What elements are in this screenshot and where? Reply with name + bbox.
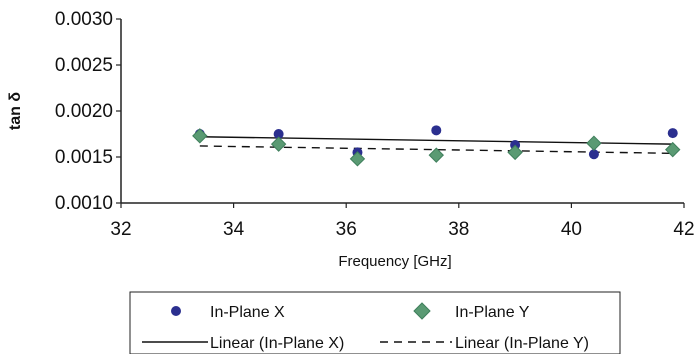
legend-marker-in-plane-y: [413, 302, 431, 320]
y-tick-label: 0.0025: [55, 55, 113, 76]
point-in-plane-x: [667, 128, 678, 139]
y-axis-title: tan δ: [7, 92, 24, 130]
y-tick-label: 0.0030: [55, 9, 113, 30]
point-in-plane-x: [588, 149, 599, 160]
legend-label-linear-x: Linear (In-Plane X): [210, 335, 344, 352]
legend-label-linear-y: Linear (In-Plane Y): [455, 335, 589, 352]
x-tick-label: 36: [336, 219, 357, 240]
point-in-plane-y: [349, 151, 366, 167]
point-in-plane-y: [192, 128, 208, 144]
point-in-plane-y: [507, 144, 523, 161]
point-in-plane-y: [428, 147, 444, 163]
point-in-plane-y: [270, 136, 287, 152]
x-tick-label: 38: [448, 219, 469, 240]
point-in-plane-x: [431, 125, 442, 136]
legend-label-in-plane-x: In-Plane X: [210, 304, 285, 321]
x-tick-label: 42: [673, 219, 694, 240]
point-in-plane-x: [273, 129, 284, 139]
y-tick-label: 0.0010: [55, 193, 113, 214]
x-tick-label: 32: [110, 219, 131, 240]
y-tick-label: 0.0020: [55, 101, 113, 122]
legend-marker-in-plane-x: [171, 306, 181, 316]
x-ticks: 32 34 36 38 40 42: [110, 203, 695, 240]
y-ticks: 0.0010 0.0015 0.0020 0.0025 0.0030: [55, 9, 121, 214]
legend: In-Plane X In-Plane Y Linear (In-Plane X…: [129, 291, 621, 354]
y-tick-label: 0.0015: [55, 147, 113, 168]
legend-label-in-plane-y: In-Plane Y: [455, 304, 530, 321]
series-markers: [192, 125, 681, 167]
point-in-plane-y: [665, 141, 681, 158]
point-in-plane-y: [586, 135, 602, 151]
x-tick-label: 34: [223, 219, 245, 240]
x-tick-label: 40: [561, 219, 582, 240]
legend-box: [129, 291, 621, 354]
x-axis-title: Frequency [GHz]: [338, 253, 451, 270]
